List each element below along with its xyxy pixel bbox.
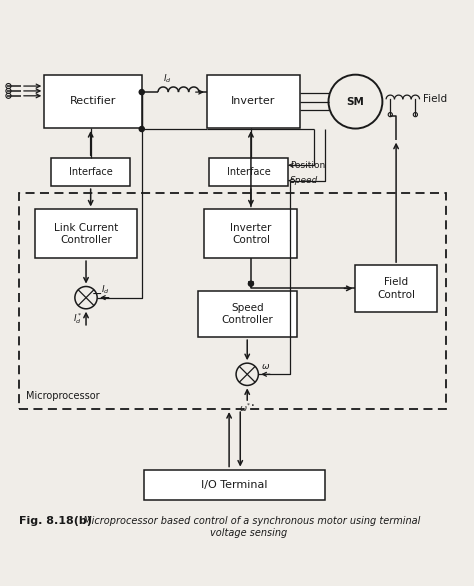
Bar: [18, 193, 446, 409]
Text: Microprocessor based control of a synchronous motor using terminal
voltage sensi: Microprocessor based control of a synchr…: [77, 516, 420, 537]
Circle shape: [248, 281, 254, 287]
Bar: [51, 158, 130, 186]
Bar: [356, 265, 437, 312]
Text: Position: Position: [291, 161, 326, 170]
Bar: [44, 74, 142, 128]
Text: Speed: Speed: [291, 176, 319, 185]
Text: Speed
Controller: Speed Controller: [221, 303, 273, 325]
Text: I/O Terminal: I/O Terminal: [201, 479, 268, 490]
Text: $I_d$: $I_d$: [163, 73, 172, 86]
Bar: [204, 209, 297, 258]
Text: SM: SM: [346, 97, 365, 107]
Text: Field: Field: [423, 94, 447, 104]
Bar: [144, 469, 325, 500]
Text: Inverter
Control: Inverter Control: [230, 223, 272, 245]
Text: Interface: Interface: [227, 167, 271, 177]
Text: $\omega^{*\bullet}$: $\omega^{*\bullet}$: [239, 401, 255, 414]
Bar: [35, 209, 137, 258]
Text: $\omega$: $\omega$: [261, 362, 270, 371]
Text: Inverter: Inverter: [231, 96, 275, 107]
Bar: [198, 291, 297, 337]
Bar: [207, 74, 300, 128]
Text: Microprocessor: Microprocessor: [26, 391, 99, 401]
Text: Link Current
Controller: Link Current Controller: [54, 223, 118, 245]
Circle shape: [139, 127, 144, 132]
Text: Fig. 8.18(b): Fig. 8.18(b): [18, 516, 91, 526]
Bar: [209, 158, 288, 186]
Circle shape: [139, 90, 144, 95]
Text: −: −: [91, 288, 102, 301]
Text: $I^*_d$: $I^*_d$: [73, 311, 82, 326]
Text: $I_d$: $I_d$: [101, 283, 109, 295]
Text: Rectifier: Rectifier: [70, 96, 116, 107]
Text: Field
Control: Field Control: [377, 277, 415, 299]
Text: Interface: Interface: [69, 167, 112, 177]
